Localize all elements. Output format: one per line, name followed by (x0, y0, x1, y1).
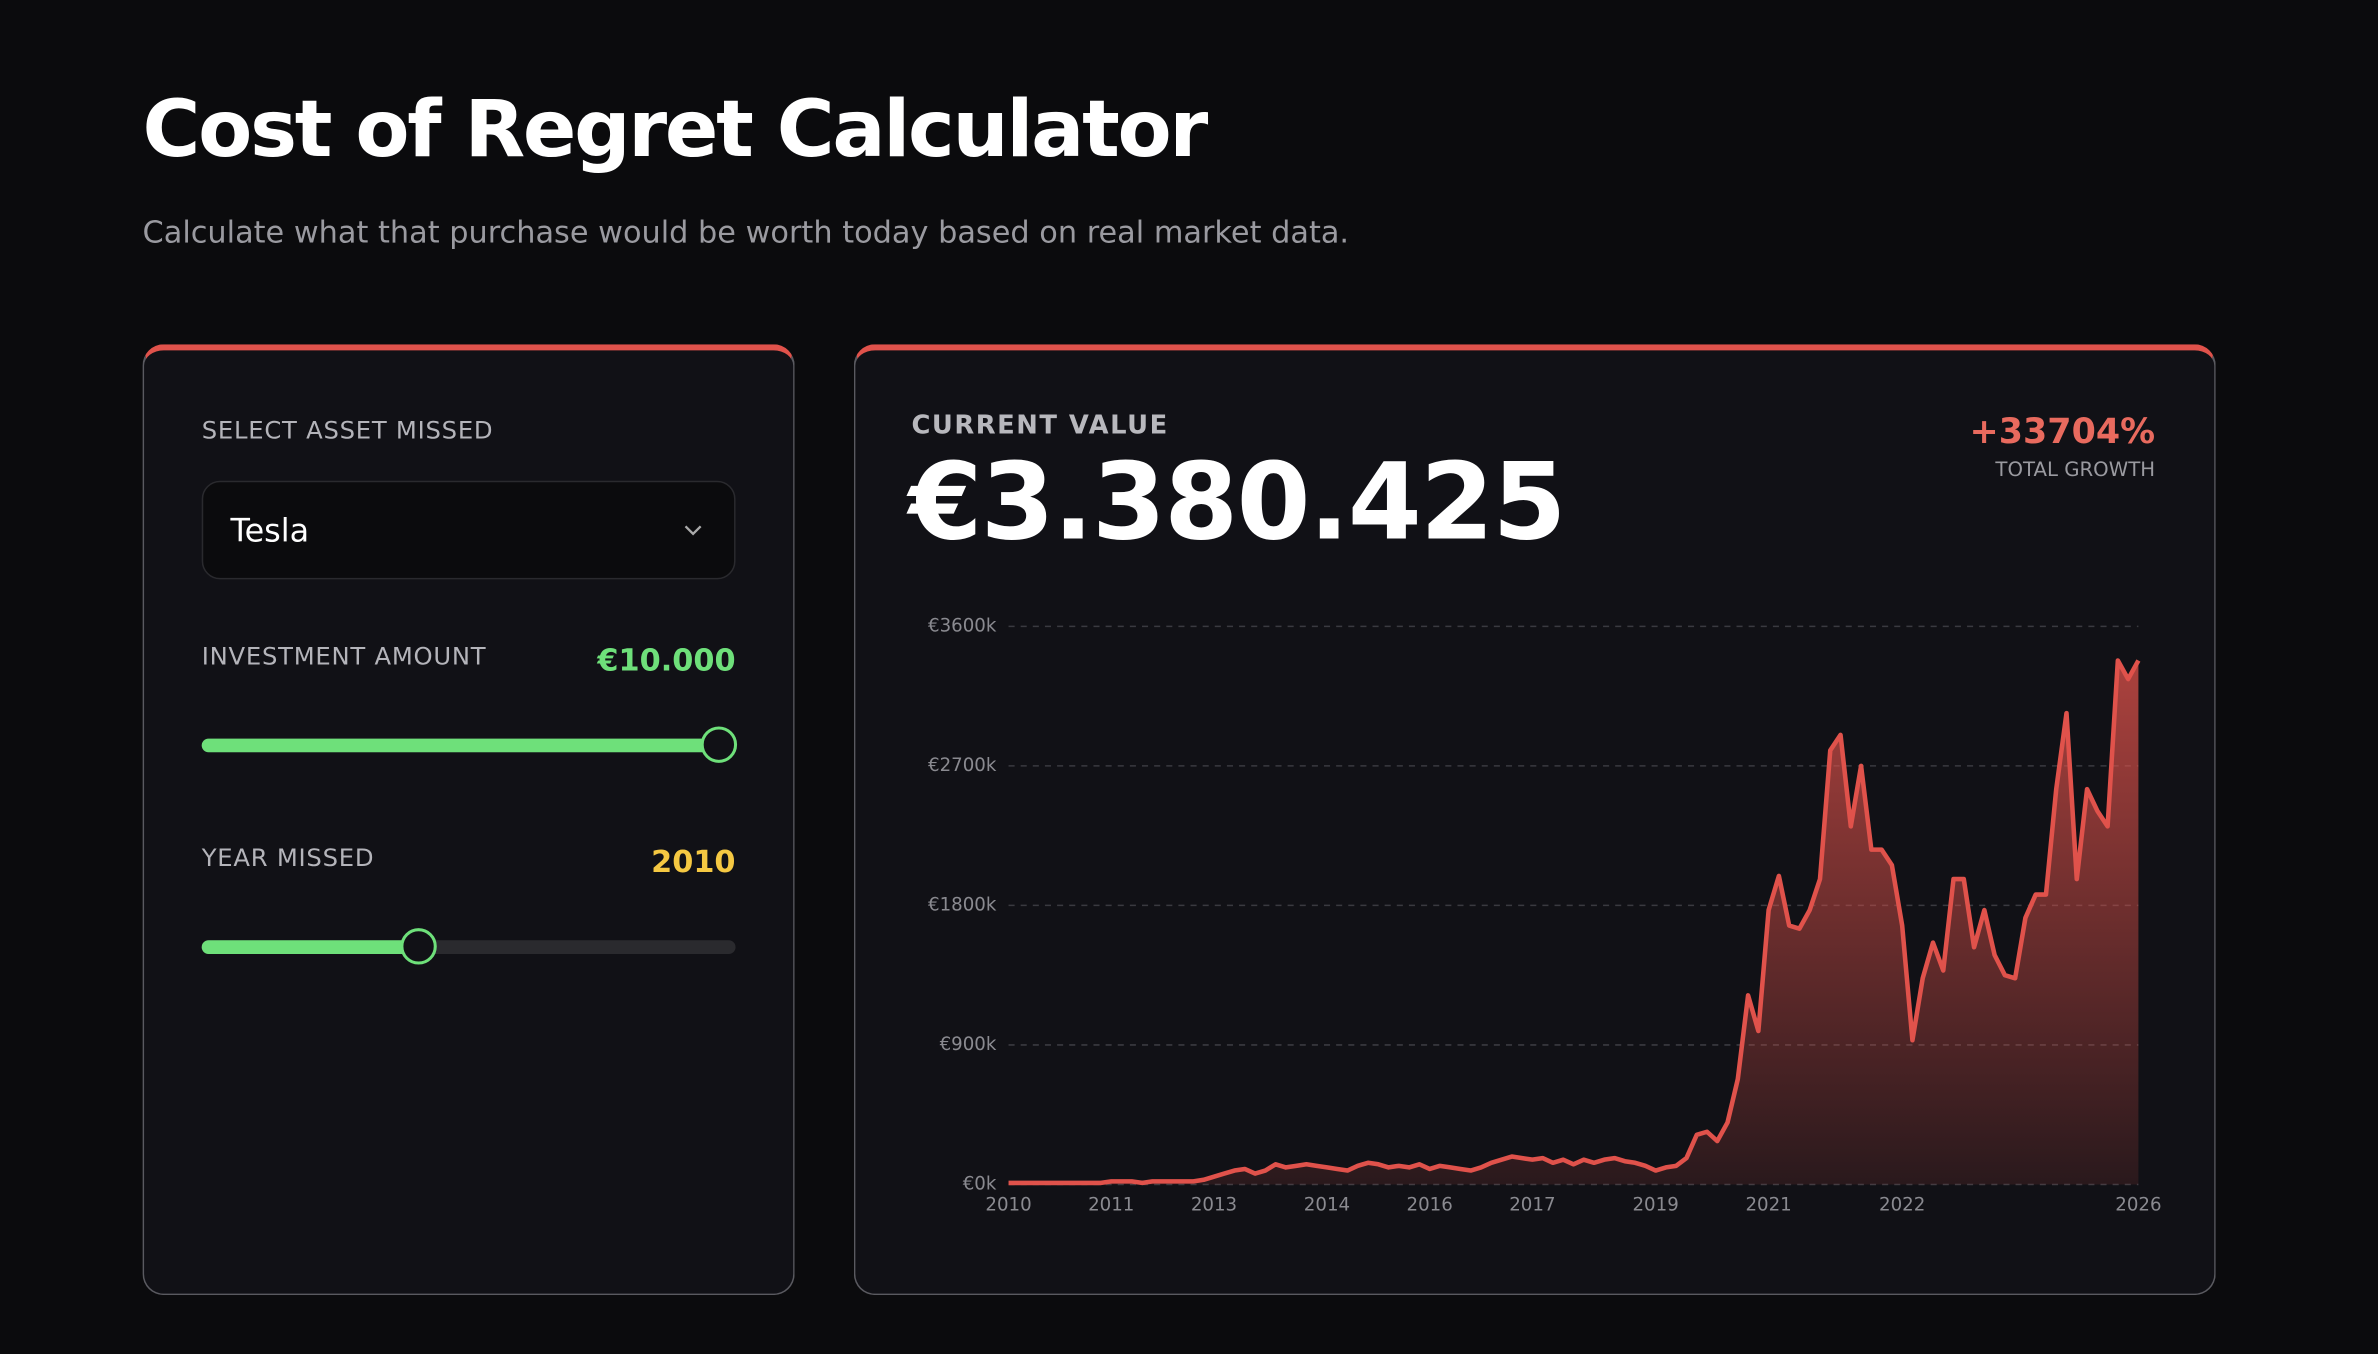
value-line (1008, 658, 2141, 1186)
current-value: €3.380.425 (908, 439, 1566, 565)
y-tick-label: €3600k (928, 615, 997, 636)
chevron-icon (684, 525, 702, 536)
year-slider-fill (201, 940, 419, 954)
asset-value: Tesla (230, 512, 310, 550)
year-label: YEAR MISSED (201, 843, 375, 873)
y-tick-label: €900k (940, 1034, 997, 1055)
x-tick-label: 2021 (1745, 1195, 1791, 1216)
growth-value: +33704% (1969, 412, 2156, 452)
x-tick-label: 2011 (1088, 1195, 1134, 1216)
x-tick-label: 2013 (1191, 1195, 1237, 1216)
page-title: Cost of Regret Calculator (142, 84, 1209, 176)
x-tick-label: 2014 (1304, 1195, 1350, 1216)
x-tick-label: 2017 (1509, 1195, 1555, 1216)
y-tick-label: €0k (963, 1173, 997, 1194)
amount-slider-thumb[interactable] (700, 726, 738, 763)
x-tick-label: 2016 (1407, 1195, 1453, 1216)
growth-label: TOTAL GROWTH (1995, 459, 2156, 483)
y-tick-label: €1800k (928, 894, 997, 915)
x-tick-label: 2022 (1879, 1195, 1925, 1216)
x-tick-label: 2010 (985, 1195, 1031, 1216)
asset-label: SELECT ASSET MISSED (201, 415, 494, 445)
x-tick-label: 2026 (2115, 1195, 2161, 1216)
year-slider-thumb[interactable] (400, 928, 437, 965)
asset-select[interactable]: Tesla (201, 480, 736, 580)
area-fill (1008, 660, 2139, 1185)
amount-label: INVESTMENT AMOUNT (201, 641, 487, 671)
y-tick-label: €2700k (928, 755, 997, 776)
amount-value: €10.000 (597, 641, 736, 678)
page-subtitle: Calculate what that purchase would be wo… (142, 213, 1350, 251)
year-value: 2010 (651, 843, 736, 880)
amount-slider-fill (201, 738, 719, 753)
x-tick-label: 2019 (1632, 1195, 1678, 1216)
current-value-label: CURRENT VALUE (911, 410, 1169, 442)
